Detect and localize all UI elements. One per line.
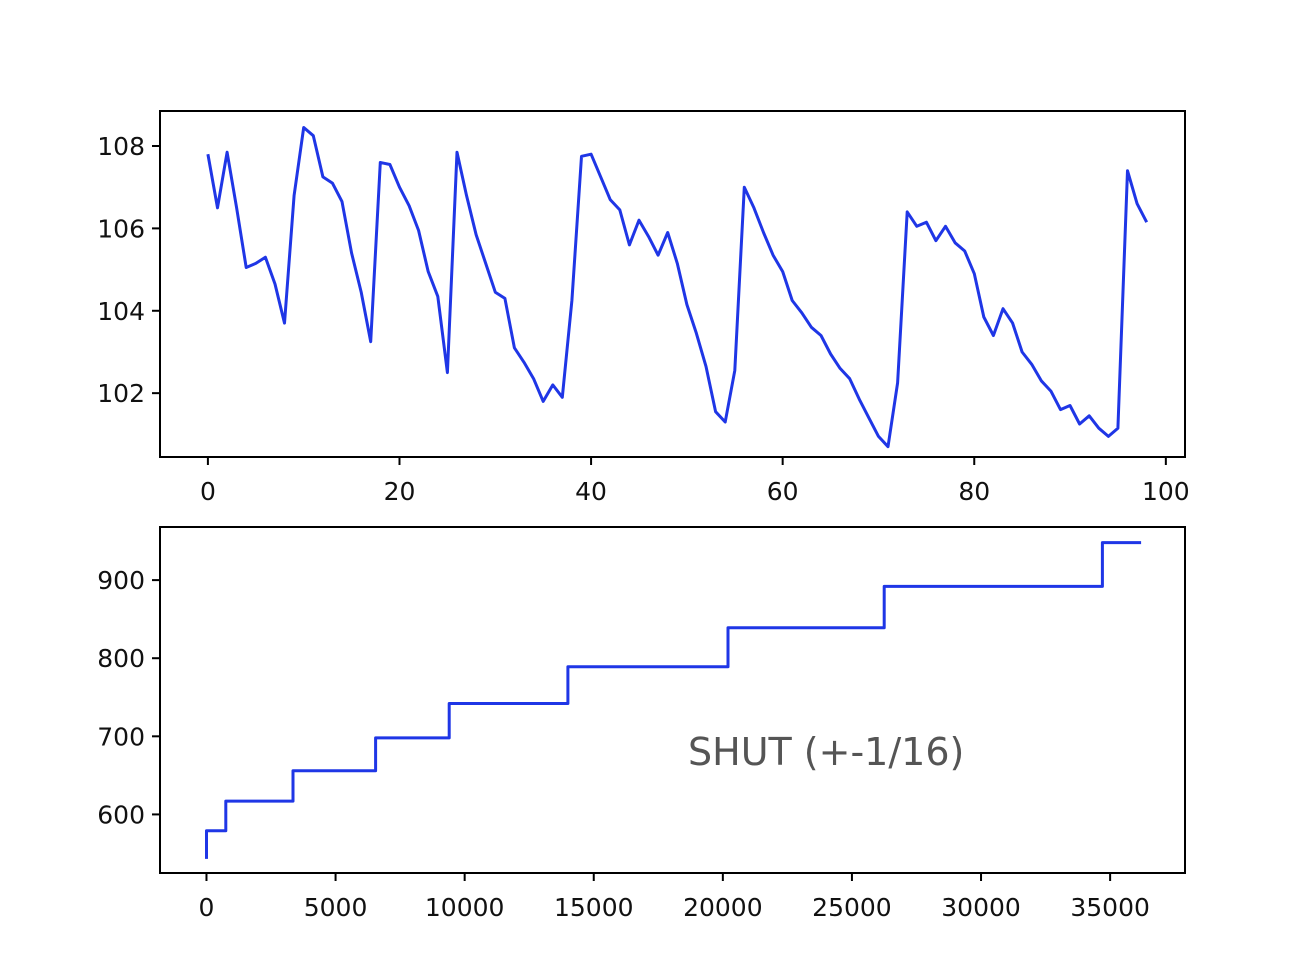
- x-tick-label: 0: [199, 893, 215, 922]
- x-tick-label: 35000: [1070, 893, 1150, 922]
- y-tick-label: 104: [97, 297, 145, 326]
- x-tick-label: 15000: [554, 893, 634, 922]
- data-series-line: [205, 541, 1142, 859]
- x-tick-label: 0: [200, 477, 216, 506]
- y-tick-label: 900: [97, 566, 145, 595]
- plot-frame: [159, 526, 1186, 874]
- y-tick-label: 600: [97, 800, 145, 829]
- x-tick-label: 20000: [683, 893, 763, 922]
- x-tick-label: 60: [767, 477, 799, 506]
- plot-frame: [159, 110, 1186, 458]
- chart-annotation: SHUT (+-1/16): [688, 730, 964, 774]
- x-tick-label: 20: [384, 477, 416, 506]
- y-tick-label: 102: [97, 379, 145, 408]
- x-tick-label: 5000: [304, 893, 368, 922]
- top-line-chart: 0 20 40 60 80 100 102 104 106 108: [97, 110, 1190, 506]
- x-tick-label: 25000: [812, 893, 892, 922]
- x-tick-label: 10000: [425, 893, 505, 922]
- x-tick-label: 80: [958, 477, 990, 506]
- x-tick-label: 30000: [941, 893, 1021, 922]
- x-tick-label: 40: [575, 477, 607, 506]
- y-tick-label: 800: [97, 644, 145, 673]
- bottom-step-chart: 0 5000 10000 15000 20000 25000 30000 35000 600 70…: [97, 526, 1186, 922]
- data-series-line: [206, 126, 1149, 449]
- y-tick-label: 700: [97, 722, 145, 751]
- y-tick-label: 108: [97, 132, 145, 161]
- y-tick-label: 106: [97, 214, 145, 243]
- x-tick-label: 100: [1142, 477, 1190, 506]
